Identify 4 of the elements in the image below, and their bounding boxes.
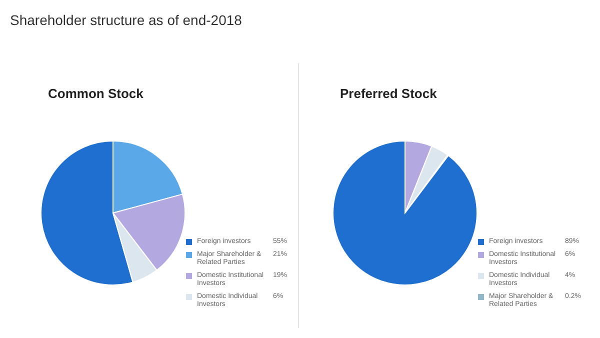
- chart-title: Common Stock: [48, 86, 144, 101]
- text: Shareholder structure as of end-2018: [10, 12, 242, 28]
- chart-title: Preferred Stock: [340, 86, 437, 101]
- pie-slice: [332, 140, 478, 286]
